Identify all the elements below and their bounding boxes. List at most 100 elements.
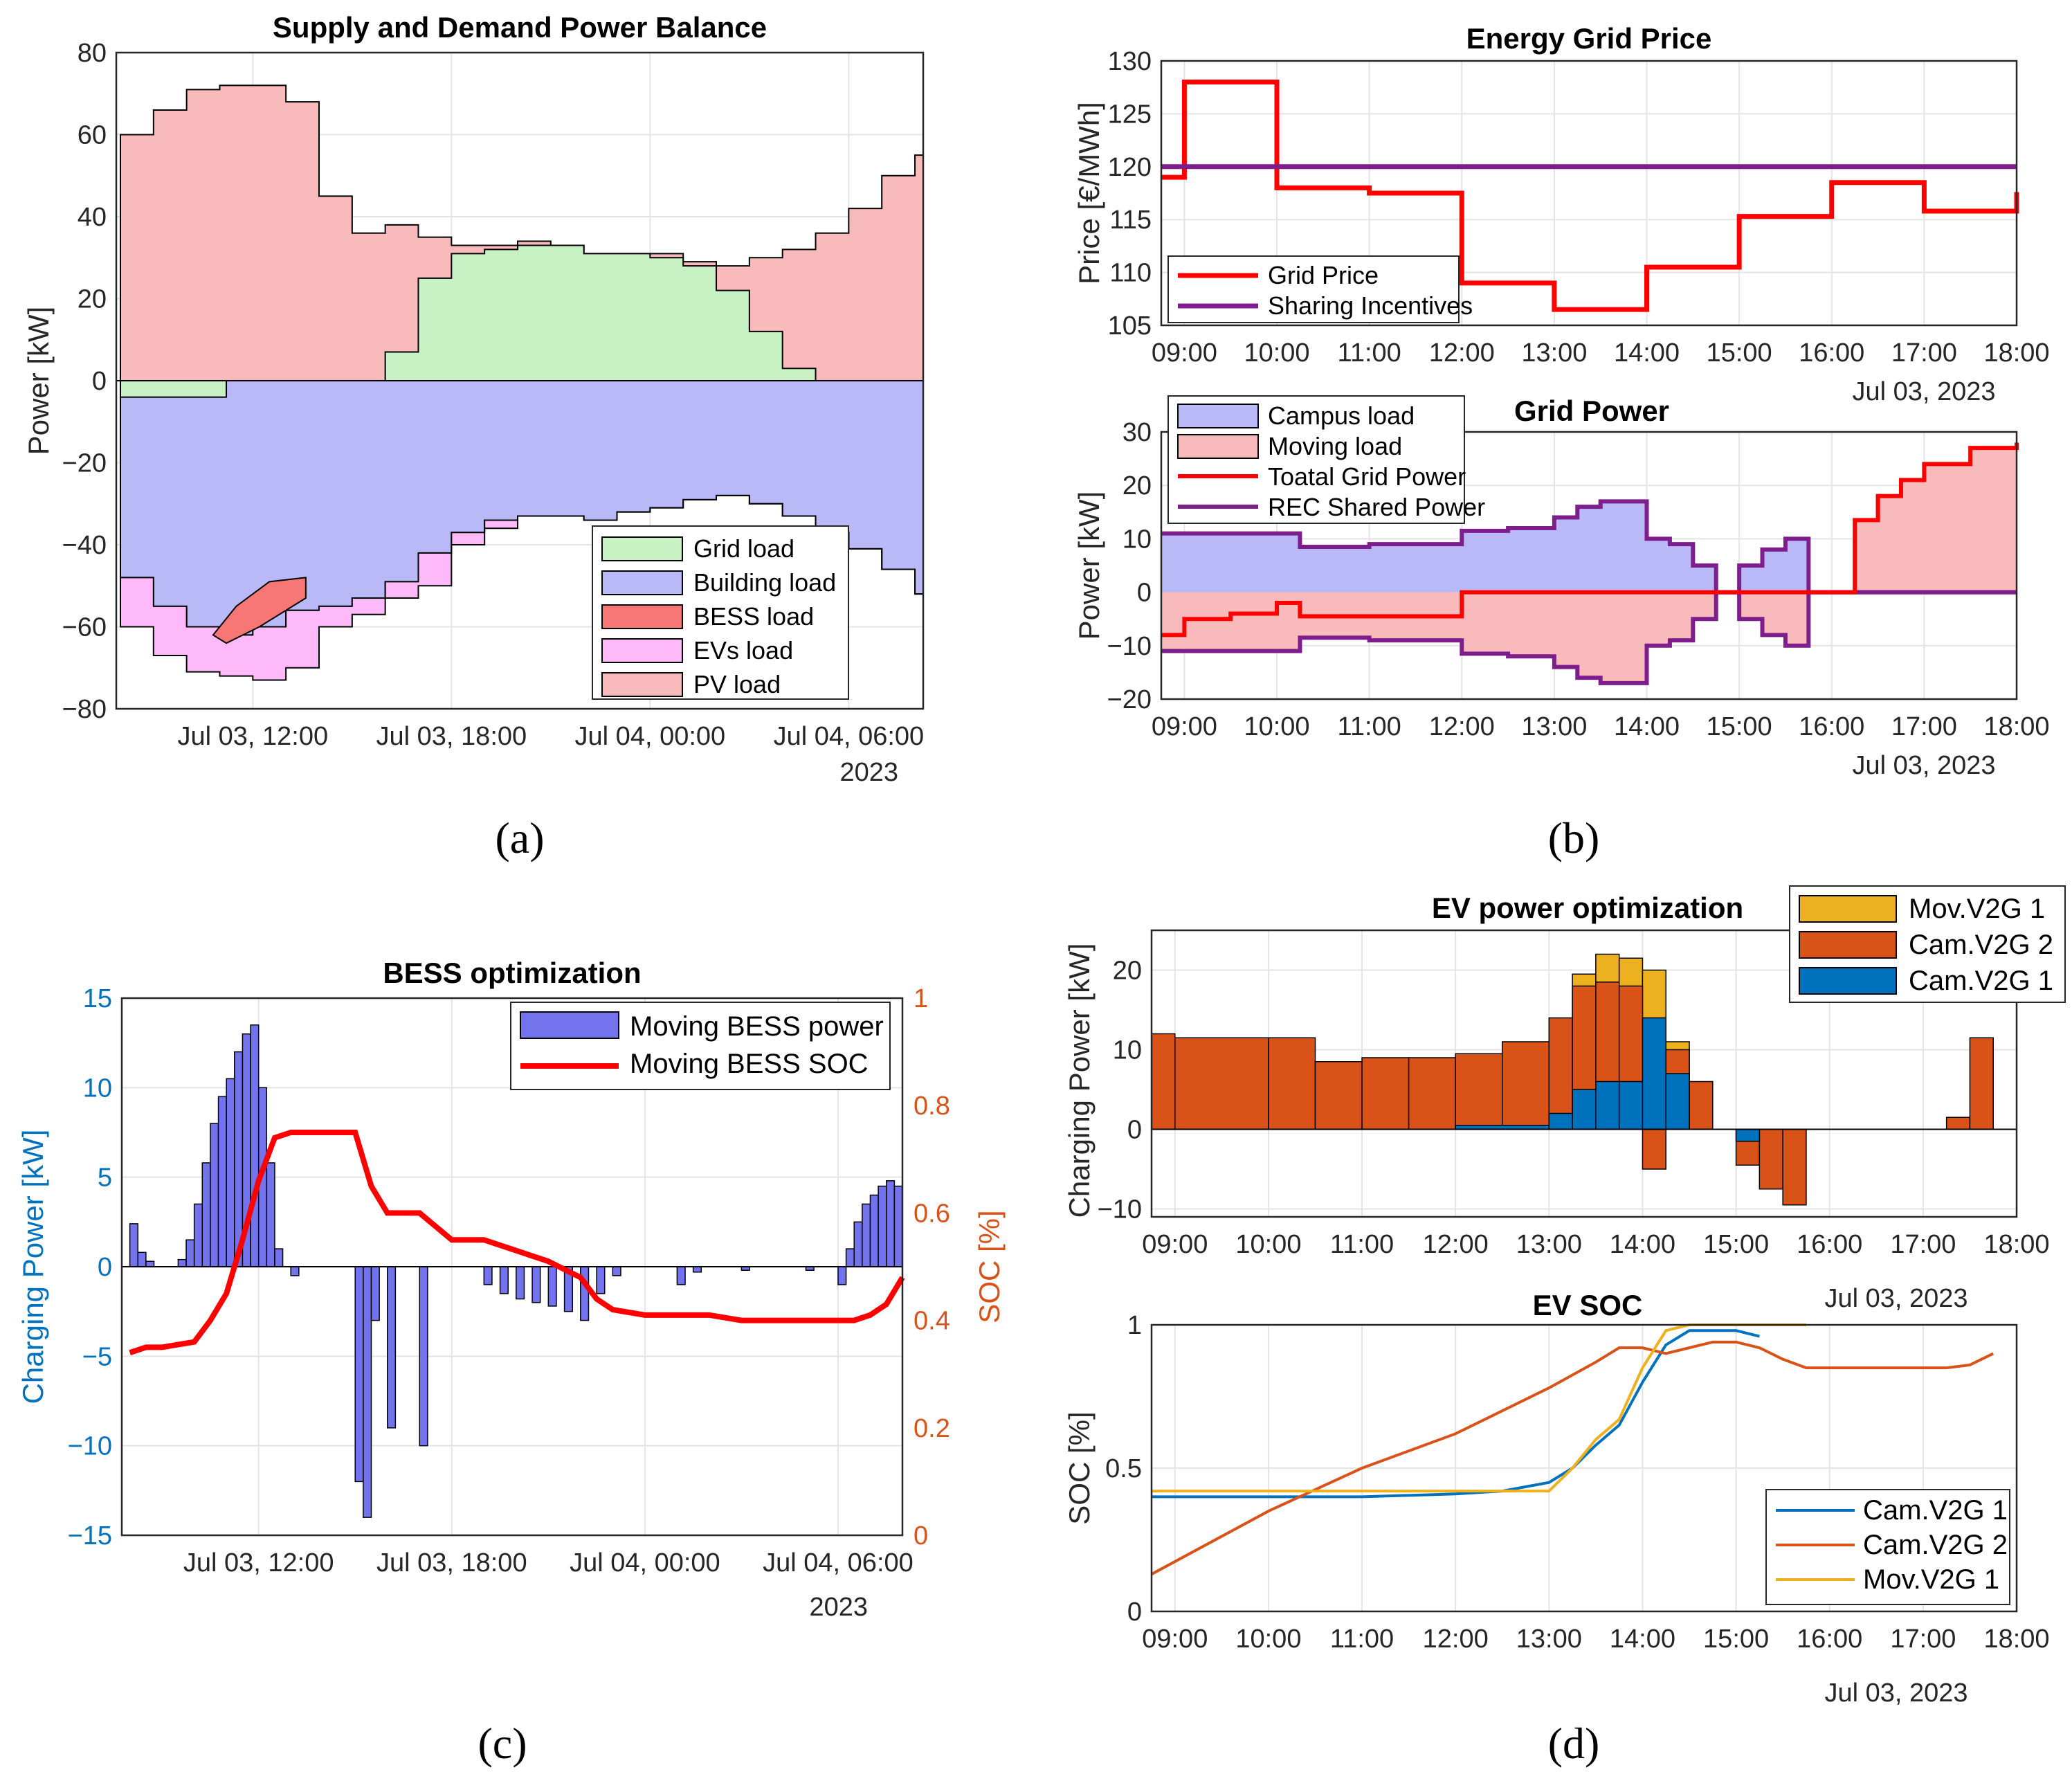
d2-legend-label: Cam.V2G 2 [1863,1530,2008,1560]
d1-xtick: 09:00 [1142,1230,1208,1259]
d1-cam1-bar [1642,1017,1666,1130]
a-legend-swatch [601,570,683,595]
b2-ylabel: Power [kW] [1073,491,1105,640]
b1-date: Jul 03, 2023 [1852,377,1995,406]
d2-soc-line [1152,1323,1806,1493]
a-ytick: −40 [62,531,107,560]
b1-legend-label: Grid Price [1268,261,1379,289]
d1-cam2-bar [1782,1128,1807,1206]
b2-legend-swatch [1177,404,1259,428]
d2-ytick: 1 [1127,1311,1142,1340]
a-ytick: 40 [78,203,107,232]
c-power-bar [137,1251,147,1267]
a-legend-label: Grid load [693,534,794,563]
chart-a: 80 60 40 20 0 −20 −40 −60 −80 Jul 03, 12:00 Jul 03… [22,11,925,862]
a-grid-early [119,380,228,398]
d1-xtick: 13:00 [1516,1230,1582,1259]
a-legend-swatch [601,604,683,629]
d2-xtick: 12:00 [1423,1625,1489,1654]
c-y2tick: 0.2 [914,1414,950,1443]
b2-legend-swatch [1177,434,1259,459]
d2-xtick: 11:00 [1330,1625,1394,1654]
c-y2tick: 0.4 [914,1307,950,1336]
a-legend-swatch [601,536,683,561]
c-power-bar [676,1266,686,1285]
d1-legend-swatch [1799,967,1897,995]
c-legend-label: Moving BESS SOC [630,1049,869,1079]
c-power-bar [499,1266,509,1294]
c-y2tick: 1 [914,984,928,1013]
b1-ytick: 120 [1108,153,1152,182]
d1-ytick: −10 [1098,1195,1142,1224]
b1-ytick: 110 [1109,259,1152,288]
c-y2tick: 0 [914,1521,928,1551]
b2-legend-label: Moving load [1268,432,1402,460]
c-ylabel: Charging Power [kW] [17,1130,49,1404]
a-xtick: Jul 04, 00:00 [575,722,726,751]
d1-cam1-bar [1572,1089,1597,1130]
b1-xtick: 14:00 [1614,338,1680,368]
panel-label-c: (c) [478,1719,527,1768]
c-power-bar [363,1266,372,1518]
b2-xtick: 15:00 [1707,712,1772,741]
c-ytick: −10 [68,1432,112,1461]
c-xtick: Jul 04, 06:00 [763,1548,914,1577]
d1-xtick: 17:00 [1890,1230,1956,1259]
a-frame [115,51,925,710]
c-power-bar [837,1266,847,1285]
d1-cam2-bar [1689,1081,1714,1130]
b2-rec-line-pos [1161,499,2017,595]
b1-xtick: 10:00 [1244,338,1309,368]
d1-xtick: 14:00 [1610,1230,1675,1259]
a-evs-area [119,494,923,681]
d2-xtick: 18:00 [1983,1625,2049,1654]
d1-xtick: 12:00 [1423,1230,1489,1259]
c-power-bar [845,1248,855,1267]
c-power-bar [145,1260,155,1267]
c-soc-line [129,1130,905,1355]
b2-title: Grid Power [1514,395,1669,427]
d2-legend-label: Mov.V2G 1 [1863,1564,1999,1595]
a-year: 2023 [839,758,898,787]
b2-total-line [1161,442,2019,638]
a-legend-label: BESS load [693,602,814,631]
c-year: 2023 [809,1593,868,1622]
a-ytick: −80 [62,695,107,724]
d2-xtick: 13:00 [1516,1625,1582,1654]
b2-ytick: 10 [1123,525,1152,554]
d2-soc-line [1151,1340,1994,1575]
d1-cam2-bar [1361,1057,1410,1130]
d1-cam2-bar [1174,1037,1269,1130]
d1-cam2-bar [1408,1057,1456,1130]
b2-xtick: 13:00 [1521,712,1587,741]
a-ytick: 20 [78,285,107,314]
a-title: Supply and Demand Power Balance [273,11,767,44]
b1-ylabel: Price [€/MWh] [1073,102,1105,284]
d2-xtick: 15:00 [1703,1625,1769,1654]
a-legend-label: Building load [693,568,836,597]
b1-xtick: 15:00 [1707,338,1772,368]
d1-cam1-bar [1548,1112,1573,1130]
c-power-bar [129,1223,139,1267]
c-power-bar [692,1266,702,1273]
d1-cam2-bar [1548,1017,1573,1130]
d1-legend-swatch [1799,895,1897,923]
b2-xtick: 18:00 [1983,712,2049,741]
b2-rec-line-neg [1161,590,2017,685]
c-power-bar [387,1266,397,1429]
d2-ylabel: SOC [%] [1063,1411,1096,1524]
c-power-bar [419,1266,428,1447]
a-legend-swatch [601,672,683,697]
c-ytick: 10 [83,1074,112,1103]
c-power-bar [885,1180,896,1267]
d2-xtick: 09:00 [1142,1625,1208,1654]
panel-label-a: (a) [495,813,544,862]
c-power-bar [612,1266,621,1276]
c-power-bar [226,1078,235,1267]
d2-title: EV SOC [1533,1289,1643,1321]
c-power-bar [893,1185,903,1267]
c-ytick: 0 [98,1253,112,1282]
b2-date: Jul 03, 2023 [1852,751,1995,780]
c-xtick: Jul 03, 12:00 [183,1548,334,1577]
